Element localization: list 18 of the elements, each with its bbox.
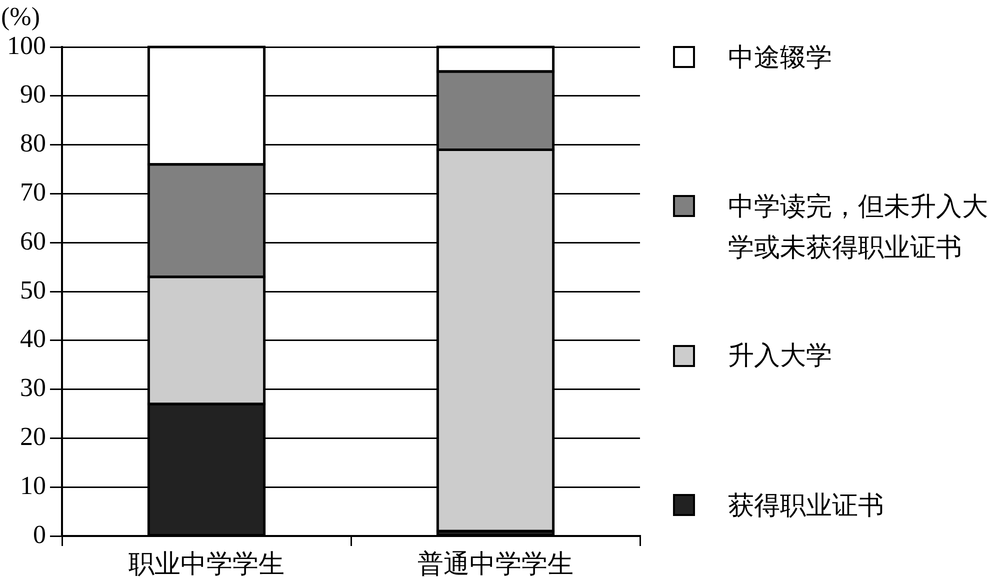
y-tick-label: 60 (20, 226, 46, 256)
legend-label: 中学读完，但未升入大学或未获得职业证书 (728, 190, 989, 264)
y-axis-title: (%) (1, 2, 40, 31)
y-tick-label: 90 (20, 80, 46, 109)
y-tick-label: 0 (33, 520, 46, 549)
y-tick-label: 10 (20, 470, 46, 500)
x-tick-label: 普通中学学生 (418, 549, 574, 578)
y-tick-label: 50 (20, 275, 46, 304)
y-tick-label: 20 (20, 422, 46, 452)
text: 中途辍学 (728, 42, 833, 74)
y-tick-label: 70 (20, 178, 46, 207)
legend-label: 获得职业证书 (728, 490, 885, 522)
y-tick-label: 40 (20, 324, 46, 354)
y-tick-label: 30 (20, 373, 46, 402)
legend-label: 升入大学 (728, 340, 833, 372)
y-tick-label: 80 (20, 128, 46, 158)
y-tick-label: 100 (7, 30, 46, 60)
x-tick-label: 职业中学学生 (128, 549, 284, 578)
